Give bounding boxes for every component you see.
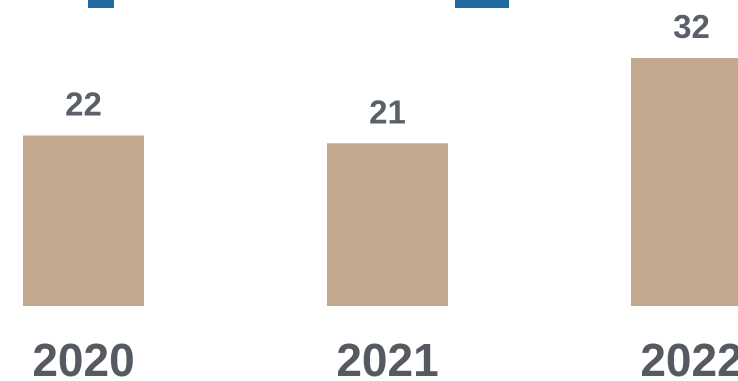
x-tick-label-2020: 2020	[32, 334, 134, 381]
title-fragment-right	[455, 0, 509, 8]
value-label-2022: 32	[673, 8, 710, 45]
title-fragments	[88, 0, 509, 8]
plot-area: 22 2020 21 2021 32 2022	[23, 8, 738, 381]
bar-2021	[327, 143, 448, 306]
title-fragment-left	[88, 0, 114, 8]
value-label-2020: 22	[65, 86, 102, 123]
x-tick-label-2022: 2022	[640, 334, 738, 381]
bar-2022	[631, 58, 738, 306]
x-tick-label-2021: 2021	[336, 334, 438, 381]
bar-2020	[23, 135, 144, 306]
value-label-2021: 21	[369, 93, 406, 130]
